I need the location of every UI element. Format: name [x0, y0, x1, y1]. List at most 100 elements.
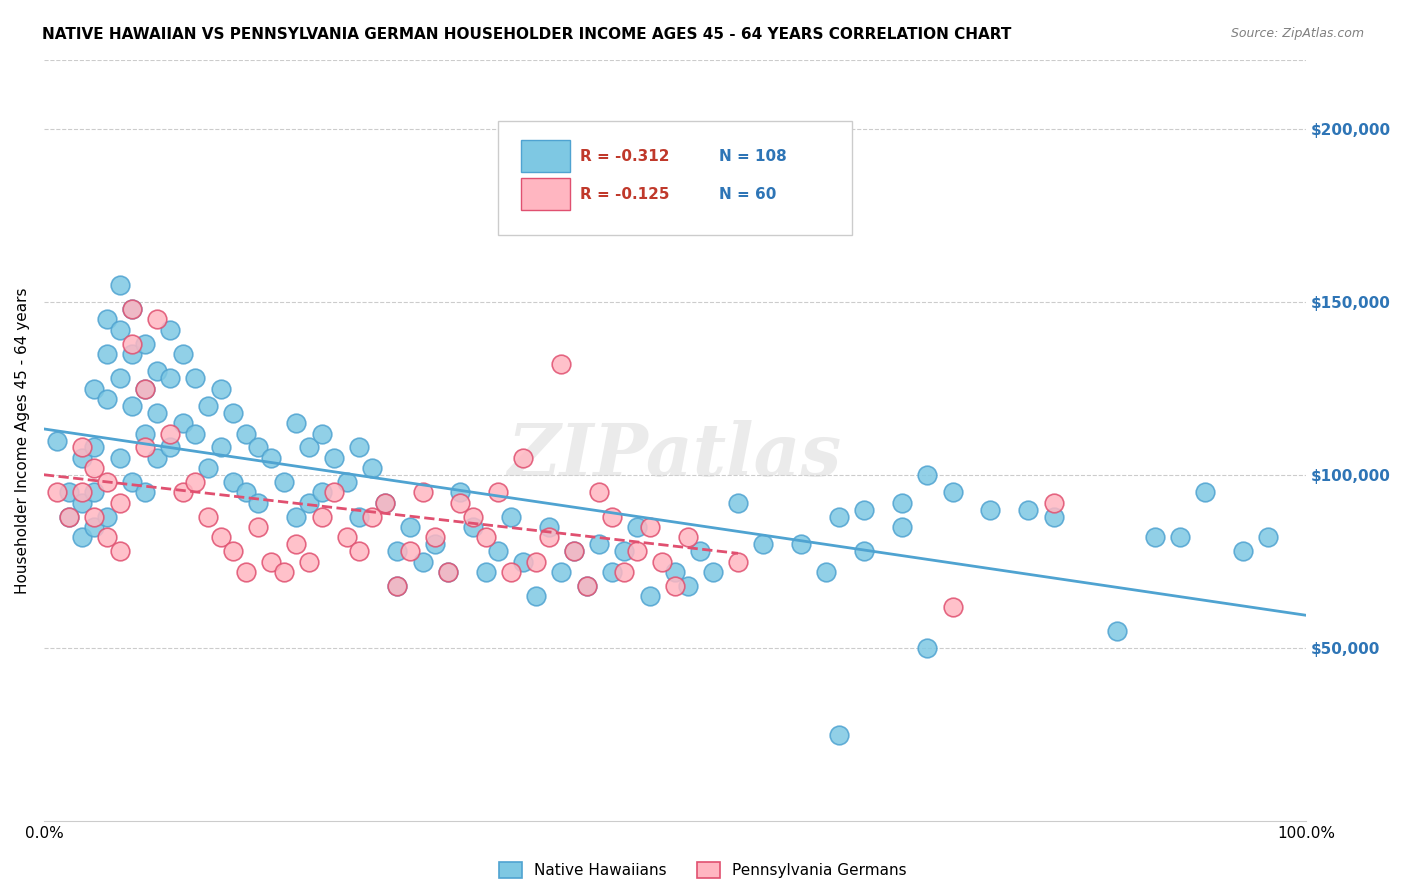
Point — [891, 496, 914, 510]
Point — [247, 520, 270, 534]
Point — [374, 496, 396, 510]
Point — [70, 496, 93, 510]
Point — [172, 347, 194, 361]
Point — [159, 371, 181, 385]
Point — [361, 461, 384, 475]
Point — [134, 426, 156, 441]
Point — [121, 301, 143, 316]
Point — [209, 382, 232, 396]
Point — [184, 371, 207, 385]
Text: N = 108: N = 108 — [718, 149, 787, 164]
Point — [247, 496, 270, 510]
Point — [1232, 544, 1254, 558]
Point — [197, 461, 219, 475]
Point — [638, 590, 661, 604]
Point — [387, 579, 409, 593]
Point — [613, 544, 636, 558]
Point — [134, 336, 156, 351]
Point — [146, 450, 169, 465]
Point — [1168, 531, 1191, 545]
Point — [134, 382, 156, 396]
Point — [562, 544, 585, 558]
Point — [108, 544, 131, 558]
Point — [790, 537, 813, 551]
Point — [96, 392, 118, 406]
Point — [58, 509, 80, 524]
Point — [1194, 485, 1216, 500]
FancyBboxPatch shape — [522, 139, 571, 171]
Point — [285, 509, 308, 524]
Point — [1105, 624, 1128, 638]
Point — [727, 555, 749, 569]
Point — [562, 544, 585, 558]
Point — [83, 441, 105, 455]
Text: NATIVE HAWAIIAN VS PENNSYLVANIA GERMAN HOUSEHOLDER INCOME AGES 45 - 64 YEARS COR: NATIVE HAWAIIAN VS PENNSYLVANIA GERMAN H… — [42, 27, 1011, 42]
Point — [828, 728, 851, 742]
Point — [361, 509, 384, 524]
Point — [45, 434, 67, 448]
Point — [1257, 531, 1279, 545]
Point — [550, 357, 572, 371]
Point — [58, 509, 80, 524]
Point — [387, 579, 409, 593]
Point — [83, 509, 105, 524]
Point — [45, 485, 67, 500]
Point — [374, 496, 396, 510]
Point — [512, 555, 534, 569]
Point — [474, 565, 496, 579]
Point — [96, 347, 118, 361]
Point — [917, 468, 939, 483]
Point — [423, 537, 446, 551]
Point — [387, 544, 409, 558]
Point — [121, 301, 143, 316]
Point — [311, 426, 333, 441]
Point — [979, 503, 1001, 517]
Point — [815, 565, 838, 579]
Point — [298, 441, 321, 455]
Point — [209, 531, 232, 545]
Point — [336, 475, 359, 489]
Point — [942, 599, 965, 614]
FancyBboxPatch shape — [522, 178, 571, 210]
Point — [96, 531, 118, 545]
Point — [550, 565, 572, 579]
Point — [70, 441, 93, 455]
Point — [70, 485, 93, 500]
Text: ZIPatlas: ZIPatlas — [508, 420, 842, 491]
Point — [651, 555, 673, 569]
Point — [247, 441, 270, 455]
Point — [108, 450, 131, 465]
Point — [524, 555, 547, 569]
Point — [121, 347, 143, 361]
Point — [83, 382, 105, 396]
Point — [727, 496, 749, 510]
Point — [336, 531, 359, 545]
Point — [600, 509, 623, 524]
Point — [172, 485, 194, 500]
Point — [575, 579, 598, 593]
Point — [184, 426, 207, 441]
Point — [298, 496, 321, 510]
Point — [1042, 496, 1064, 510]
Point — [942, 485, 965, 500]
Point — [853, 503, 876, 517]
Point — [1017, 503, 1039, 517]
Point — [412, 555, 434, 569]
Point — [828, 509, 851, 524]
Point — [108, 496, 131, 510]
Point — [676, 579, 699, 593]
Point — [96, 312, 118, 326]
Point — [209, 441, 232, 455]
Point — [600, 565, 623, 579]
FancyBboxPatch shape — [498, 120, 852, 235]
Point — [273, 475, 295, 489]
Point — [323, 450, 346, 465]
Point — [917, 641, 939, 656]
Point — [58, 485, 80, 500]
Point — [184, 475, 207, 489]
Text: N = 60: N = 60 — [718, 187, 776, 202]
Point — [449, 496, 471, 510]
Point — [222, 406, 245, 420]
Point — [423, 531, 446, 545]
Text: Source: ZipAtlas.com: Source: ZipAtlas.com — [1230, 27, 1364, 40]
